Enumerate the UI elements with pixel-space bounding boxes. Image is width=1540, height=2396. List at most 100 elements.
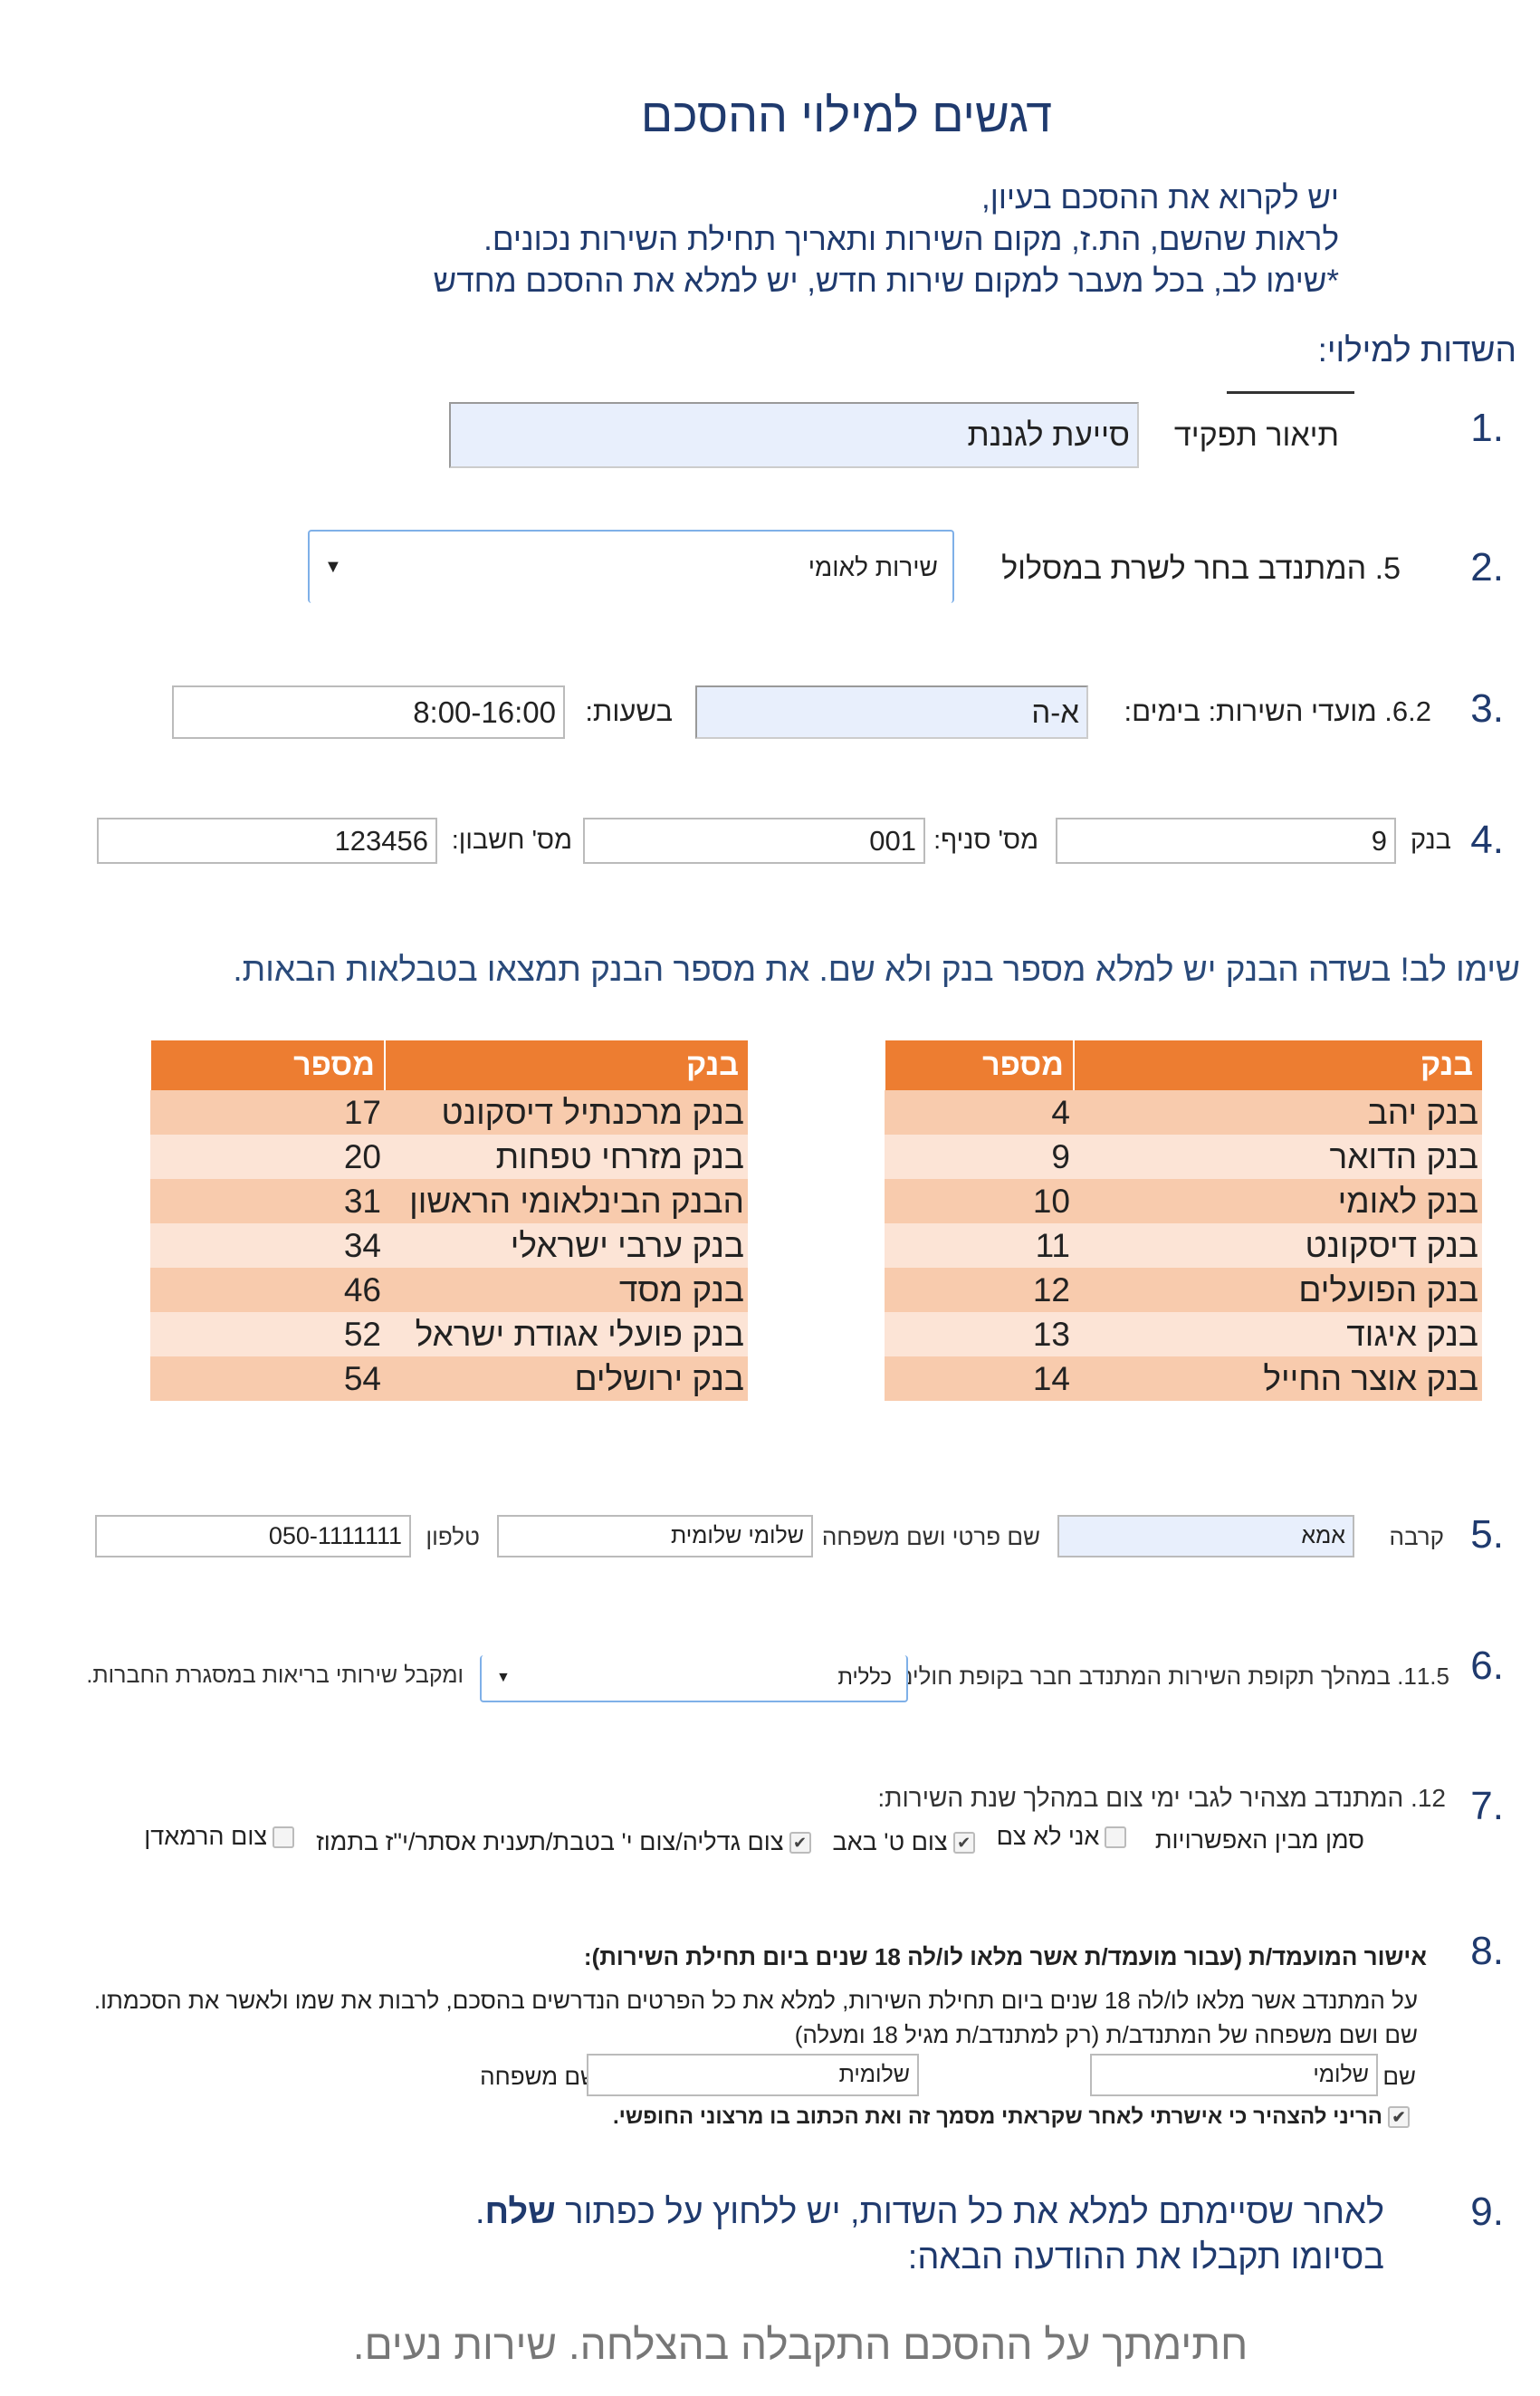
track-value: שירות לאומי xyxy=(808,552,938,581)
bank-name-cell: בנק ירושלים xyxy=(385,1356,748,1401)
bank-number-cell: 4 xyxy=(885,1090,1074,1135)
bank-name-cell: בנק מסד xyxy=(385,1268,748,1312)
bank-name-cell: בנק אוצר החייל xyxy=(1074,1356,1482,1401)
divider xyxy=(1227,391,1354,394)
first-name-input[interactable]: שלומי xyxy=(1090,2054,1378,2096)
relation-input[interactable]: אמא xyxy=(1057,1515,1354,1557)
days-label: 6.2. מועדי השירות: בימים: xyxy=(1124,695,1431,727)
option-label: צום גדליה/צום י' בטבת/תענית אסתר/י"ז בתמ… xyxy=(316,1828,784,1855)
days-input[interactable]: א-ה xyxy=(695,685,1088,739)
instruction-period: . xyxy=(474,2193,485,2231)
table-row: בנק ירושלים 54 xyxy=(150,1356,748,1401)
bank-name-cell: בנק לאומי xyxy=(1074,1179,1482,1223)
header-bank: בנק xyxy=(384,1040,748,1090)
checkbox[interactable] xyxy=(1105,1826,1127,1848)
send-button-name: שלח xyxy=(484,2193,556,2231)
bank-name-cell: בנק איגוד xyxy=(1074,1312,1482,1356)
table-row: בנק ערבי ישראלי 34 xyxy=(150,1223,748,1268)
intro-line: *שימו לב, בכל מעבר למקום שירות חדש, יש ל… xyxy=(433,264,1339,299)
instruction-text: לאחר שסיימתם למלא את כל השדות, יש ללחוץ … xyxy=(555,2193,1384,2231)
fasting-option[interactable]: ✔ צום גדליה/צום י' בטבת/תענית אסתר/י"ז בת… xyxy=(316,1828,816,1856)
branch-input[interactable]: 001 xyxy=(583,818,925,864)
checkbox[interactable]: ✔ xyxy=(952,1831,975,1854)
header-number: מספר xyxy=(884,1040,1074,1090)
fasting-option[interactable]: אני לא צם xyxy=(997,1823,1133,1851)
page-title: דגשים למילוי ההסכם xyxy=(640,90,1053,142)
table-row: בנק מסד 46 xyxy=(150,1268,748,1312)
bank-name-cell: בנק מזרחי טפחות xyxy=(385,1135,748,1179)
instruction-text: בסיומו תקבלו את ההודעה הבאה: xyxy=(907,2238,1384,2276)
bank-label: בנק xyxy=(1410,826,1451,855)
last-name-label: שם משפחה xyxy=(480,2063,598,2090)
bank-number-cell: 13 xyxy=(885,1312,1074,1356)
bank-number-cell: 12 xyxy=(885,1268,1074,1312)
table-row: בנק דיסקונט 11 xyxy=(885,1223,1482,1268)
option-label: צום ט' באב xyxy=(832,1828,948,1855)
hmo-suffix: ומקבל שירותי בריאות במסגרת החברות. xyxy=(86,1663,464,1688)
hmo-label: 11.5. במהלך תקופת השירות המתנדב חבר בקופ… xyxy=(896,1663,1449,1690)
option-label: צום הרמאדן xyxy=(144,1823,268,1850)
success-message: חתימתך על ההסכם התקבלה בהצלחה. שירות נעי… xyxy=(352,2321,1248,2368)
hours-label: בשעות: xyxy=(585,695,673,727)
declaration-checkbox[interactable]: ✔ xyxy=(1388,2106,1410,2128)
role-input[interactable]: סייעת לגננת xyxy=(449,402,1139,468)
bank-number-cell: 11 xyxy=(885,1223,1074,1268)
intro-line: לראות שהשם, הת.ז, מקום השירות ותאריך תחי… xyxy=(483,222,1339,257)
bank-codes-table-2: בנק מספר בנק מרכנתיל דיסקונט 17 בנק מזרחי … xyxy=(149,1040,748,1401)
table-row: בנק יהב 4 xyxy=(885,1090,1482,1135)
table-row: בנק פועלי אגודת ישראל 52 xyxy=(150,1312,748,1356)
fasting-prefix: סמן מבין האפשרויות xyxy=(1154,1826,1364,1854)
chevron-down-icon: ▼ xyxy=(496,1670,511,1685)
bank-name-cell: בנק פועלי אגודת ישראל xyxy=(385,1312,748,1356)
phone-input[interactable]: 050-1111111 xyxy=(95,1515,411,1557)
fasting-label: 12. המתנדב מצהיר לגבי ימי צום במהלך שנת … xyxy=(877,1784,1446,1812)
consent-name-instructions: שם ושם משפחה של המתנדב/ת (רק למתנדב/ת מג… xyxy=(794,2021,1418,2048)
table-row: בנק מזרחי טפחות 20 xyxy=(150,1135,748,1179)
bank-name-cell: בנק ערבי ישראלי xyxy=(385,1223,748,1268)
table-row: הבנק הבינלאומי הראשון 31 xyxy=(150,1179,748,1223)
checkbox[interactable] xyxy=(273,1826,295,1848)
bank-name-cell: בנק דיסקונט xyxy=(1074,1223,1482,1268)
consent-text: על המתנדב אשר מלאו לו/לה 18 שנים ביום תח… xyxy=(93,1987,1418,2014)
bank-number-cell: 31 xyxy=(150,1179,385,1223)
fasting-option[interactable]: צום הרמאדן xyxy=(144,1823,300,1851)
account-label: מס' חשבון: xyxy=(451,826,572,855)
checkbox[interactable]: ✔ xyxy=(789,1831,811,1854)
header-number: מספר xyxy=(149,1040,385,1090)
step-number: .1 xyxy=(1470,406,1504,450)
submit-instructions: לאחר שסיימתם למלא את כל השדות, יש ללחוץ … xyxy=(475,2190,1384,2280)
branch-label: מס' סניף: xyxy=(933,826,1038,855)
intro-text: יש לקרוא את ההסכם בעיון, לראות שהשם, הת.… xyxy=(434,177,1339,302)
chevron-down-icon: ▼ xyxy=(324,557,342,577)
table-row: בנק הפועלים 12 xyxy=(885,1268,1482,1312)
bank-name-cell: בנק יהב xyxy=(1074,1090,1482,1135)
track-select[interactable]: שירות לאומי ▼ xyxy=(308,530,954,603)
table-row: בנק לאומי 10 xyxy=(885,1179,1482,1223)
table-row: בנק מרכנתיל דיסקונט 17 xyxy=(150,1090,748,1135)
bank-input[interactable]: 9 xyxy=(1056,818,1396,864)
fasting-options: סמן מבין האפשרויות אני לא צם ✔ צום ט' באב ✔… xyxy=(128,1823,1364,1856)
step-number: .2 xyxy=(1470,545,1504,589)
last-name-input[interactable]: שלומית xyxy=(587,2054,919,2096)
bank-codes-table-1: בנק מספר בנק יהב 4 בנק הדואר 9 בנק לאומי 10 בנ… xyxy=(884,1040,1482,1401)
step-number: .8 xyxy=(1470,1929,1504,1973)
bank-name-cell: בנק הפועלים xyxy=(1074,1268,1482,1312)
fields-heading: השדות למילוי: xyxy=(1317,331,1516,369)
step-number: .7 xyxy=(1470,1784,1504,1828)
hmo-select[interactable]: כללית ▼ xyxy=(480,1655,908,1702)
hours-input[interactable]: 8:00-16:00 xyxy=(172,685,565,739)
fasting-option[interactable]: ✔ צום ט' באב xyxy=(833,1828,980,1856)
account-input[interactable]: 123456 xyxy=(97,818,437,864)
fullname-input[interactable]: שלומי שלומית xyxy=(497,1515,813,1557)
bank-name-cell: הבנק הבינלאומי הראשון xyxy=(385,1179,748,1223)
bank-number-cell: 52 xyxy=(150,1312,385,1356)
option-label: אני לא צם xyxy=(996,1823,1100,1850)
bank-name-cell: בנק הדואר xyxy=(1074,1135,1482,1179)
step-number: .9 xyxy=(1470,2190,1504,2234)
table-row: בנק הדואר 9 xyxy=(885,1135,1482,1179)
bank-number-cell: 17 xyxy=(150,1090,385,1135)
bank-number-cell: 54 xyxy=(150,1356,385,1401)
intro-line: יש לקרוא את ההסכם בעיון, xyxy=(981,180,1339,216)
hmo-value: כללית xyxy=(837,1665,892,1690)
step-number: .3 xyxy=(1470,686,1504,731)
